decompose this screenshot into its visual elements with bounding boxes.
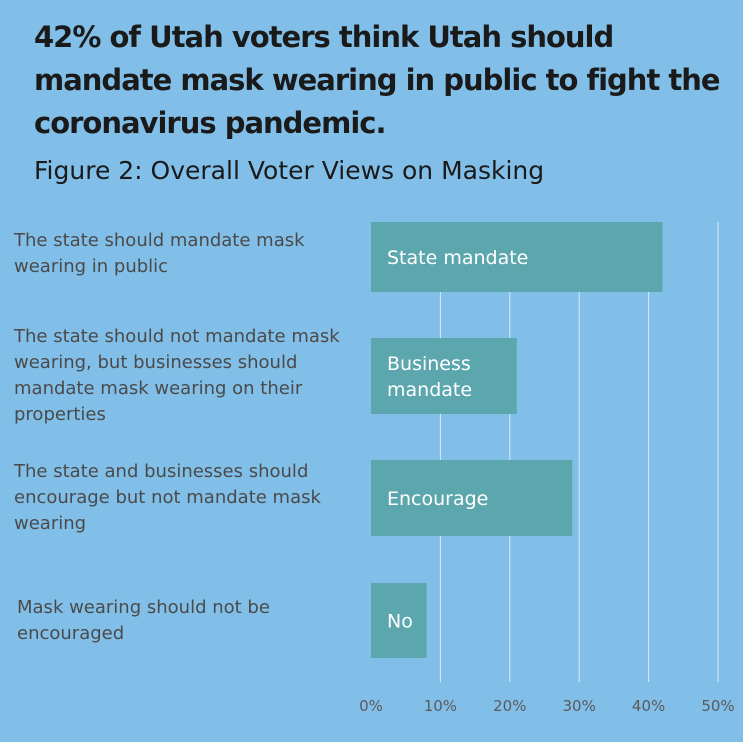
- tick-label-30: 30%: [563, 697, 596, 715]
- category-label-state-mandate: The state should mandate mask wearing in…: [14, 230, 305, 277]
- headline: 42% of Utah voters think Utah should man…: [34, 20, 721, 140]
- bar-3: [371, 583, 427, 658]
- category-label-business-mandate: The state should not mandate mask wearin…: [14, 326, 340, 425]
- tick-label-50: 50%: [701, 697, 734, 715]
- category-label-encourage: The state and businesses should encourag…: [14, 461, 321, 534]
- bar-label-3-0: No: [387, 611, 413, 633]
- chart-subtitle: Figure 2: Overall Voter Views on Masking: [34, 156, 545, 185]
- bar-label-2-0: Encourage: [387, 488, 488, 510]
- tick-label-10: 10%: [424, 697, 457, 715]
- bar-1: [371, 338, 517, 414]
- category-label-no: Mask wearing should not be encouraged: [17, 597, 270, 644]
- bar-label-1-1: mandate: [387, 379, 472, 401]
- bar-label-0-0: State mandate: [387, 247, 528, 269]
- bar-2: [371, 460, 573, 536]
- bar-label-1-0: Business: [387, 353, 471, 375]
- tick-label-20: 20%: [493, 697, 526, 715]
- tick-label-40: 40%: [632, 697, 665, 715]
- tick-label-0: 0%: [359, 697, 383, 715]
- bar-0: [371, 222, 663, 292]
